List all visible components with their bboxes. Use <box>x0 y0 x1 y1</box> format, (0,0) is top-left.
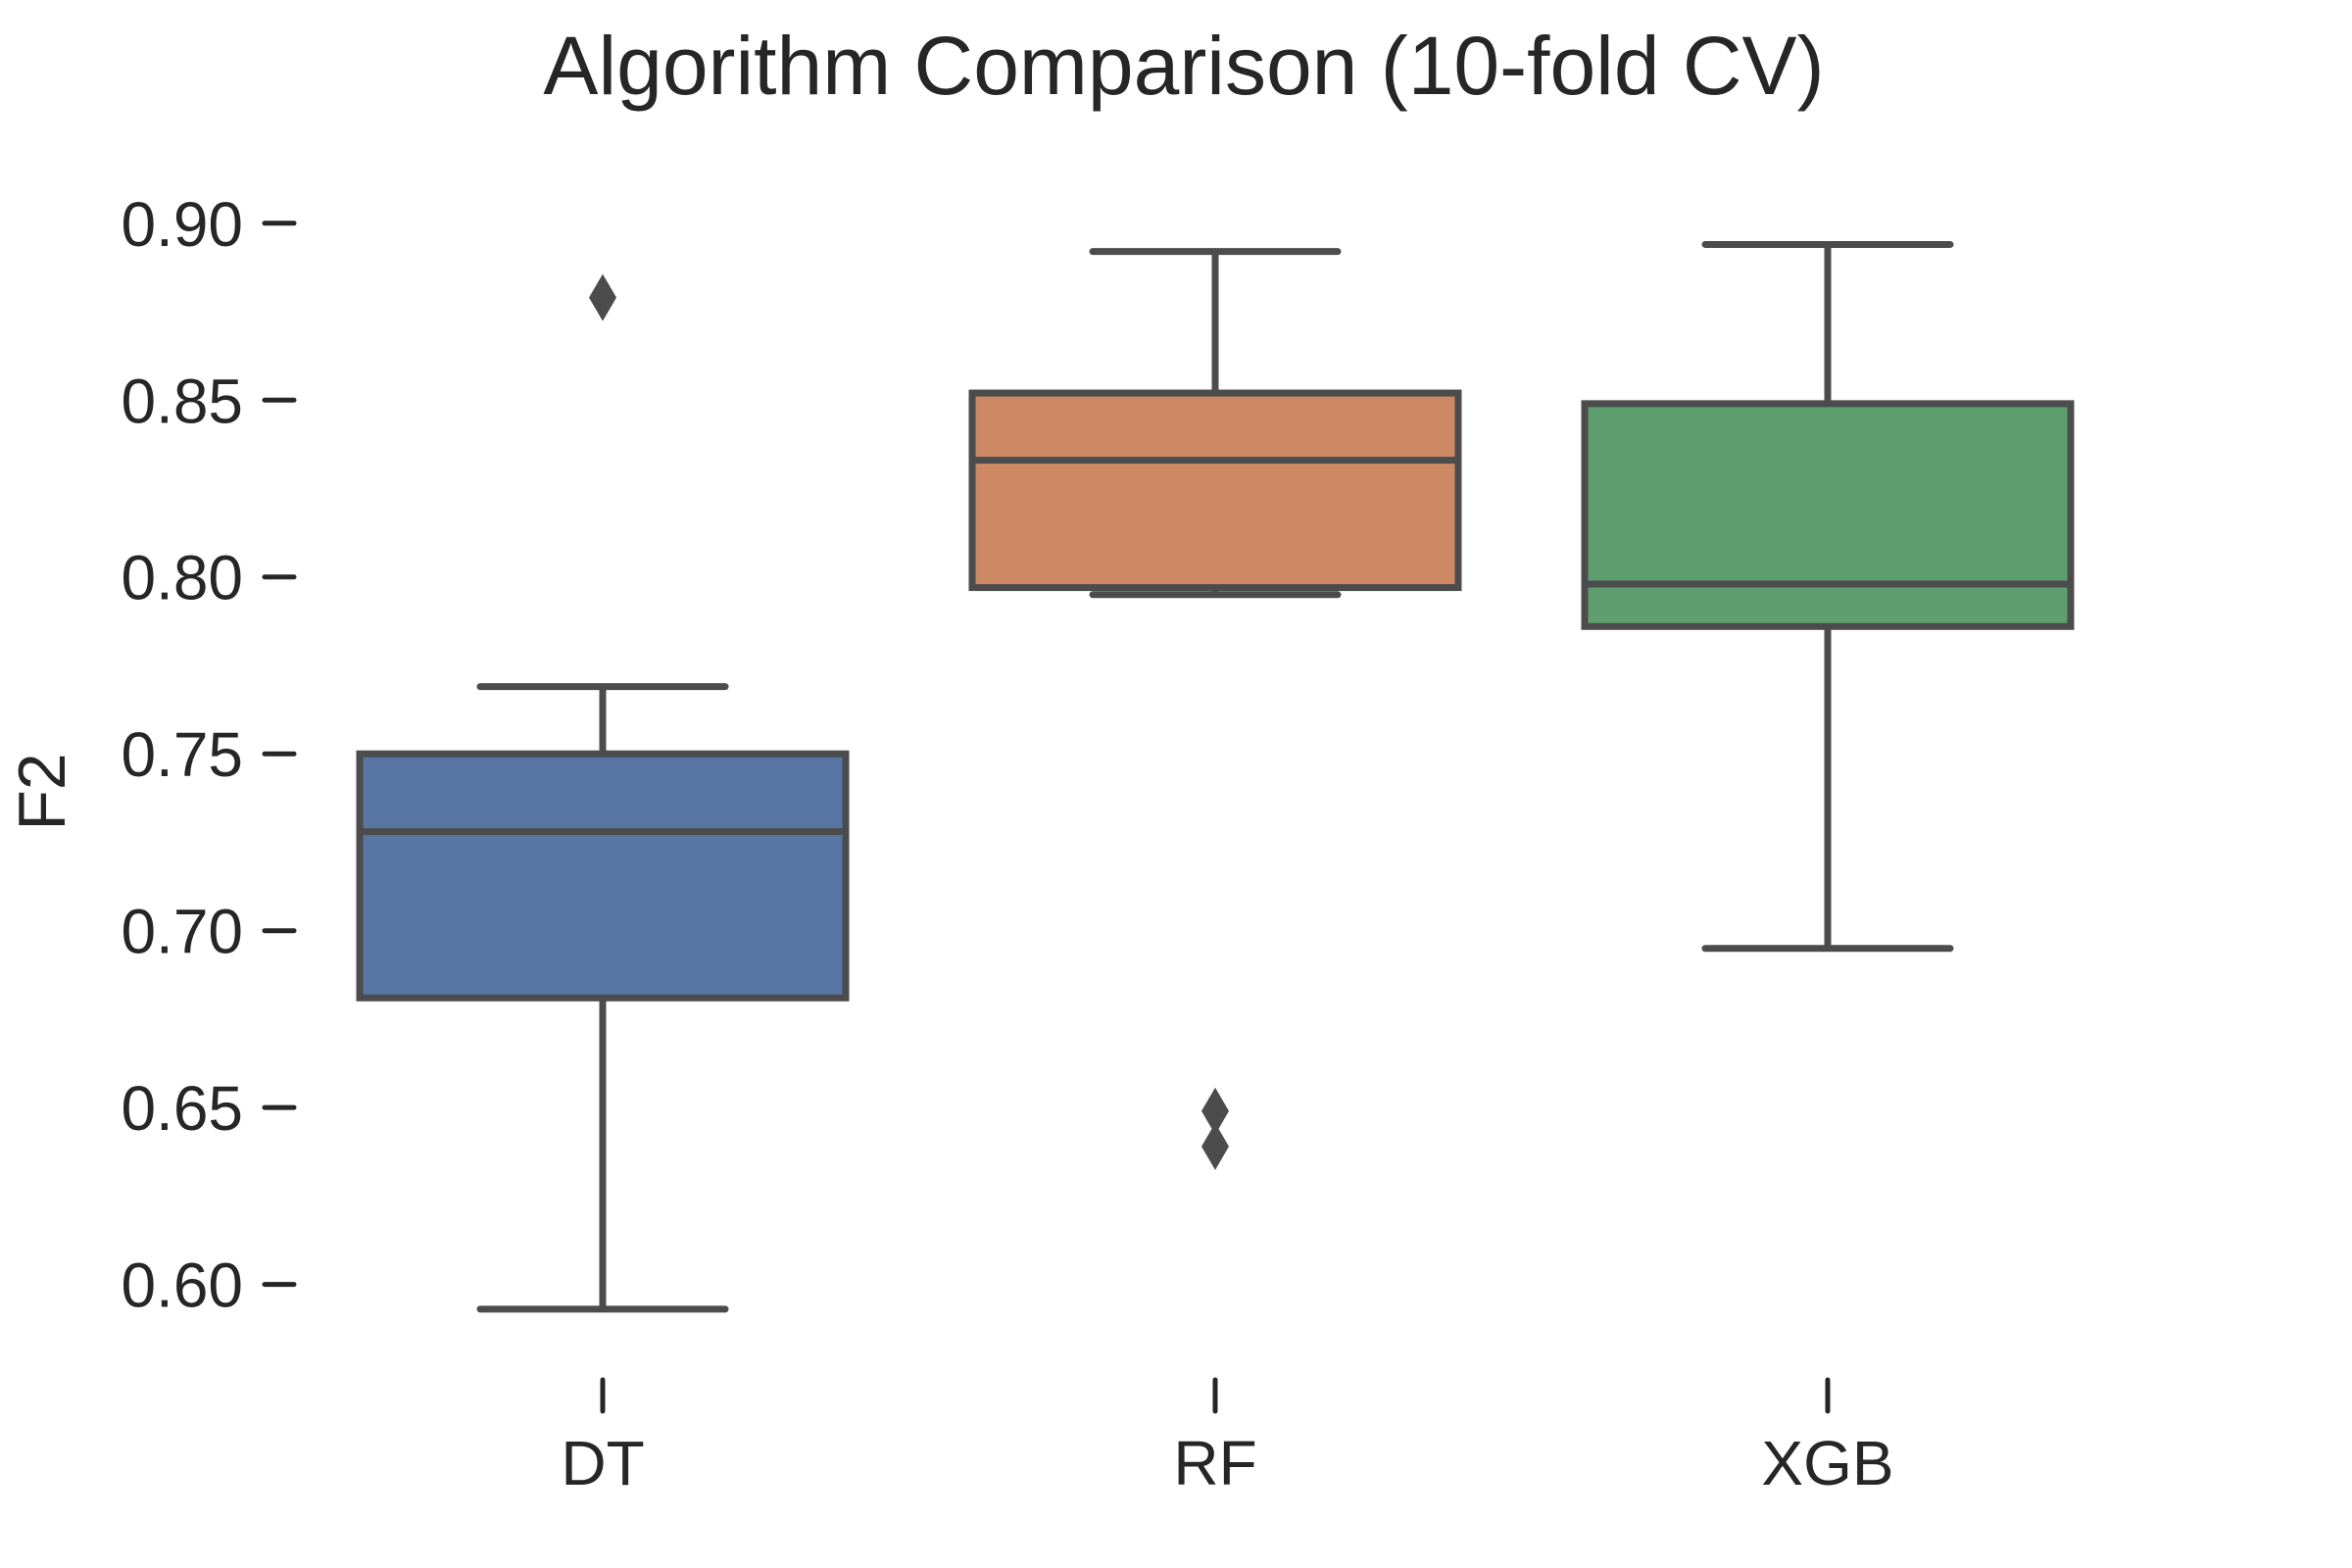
box-group-xgb <box>1581 240 2075 953</box>
y-tick-label: 0.80 <box>121 543 243 613</box>
x-axis: DT RF XGB <box>561 1377 1894 1498</box>
y-tick-label: 0.90 <box>121 189 243 260</box>
box-xgb <box>1581 400 2075 630</box>
chart-title: Algorithm Comparison (10-fold CV) <box>543 20 1824 112</box>
y-tick-label: 0.75 <box>121 719 243 790</box>
outlier-point <box>1201 1087 1229 1135</box>
x-tick-label: RF <box>1173 1428 1256 1498</box>
x-tick-label: XGB <box>1761 1428 1893 1498</box>
y-tick-label: 0.85 <box>121 366 243 436</box>
y-axis: 0.60 0.65 0.70 0.75 0.80 0.85 0.90 <box>121 189 297 1321</box>
y-tick-label: 0.65 <box>121 1073 243 1144</box>
y-tick-label: 0.70 <box>121 897 243 967</box>
box-rf <box>968 389 1462 592</box>
box-group-dt <box>356 273 850 1313</box>
y-axis-label: F2 <box>5 753 79 830</box>
box-dt <box>356 750 850 1002</box>
box-group-rf <box>968 248 1462 1170</box>
outlier-point <box>589 273 616 321</box>
boxes-layer <box>356 240 2075 1313</box>
x-tick-label: DT <box>561 1428 644 1498</box>
outlier-point <box>1201 1122 1229 1170</box>
y-tick-label: 0.60 <box>121 1250 243 1321</box>
